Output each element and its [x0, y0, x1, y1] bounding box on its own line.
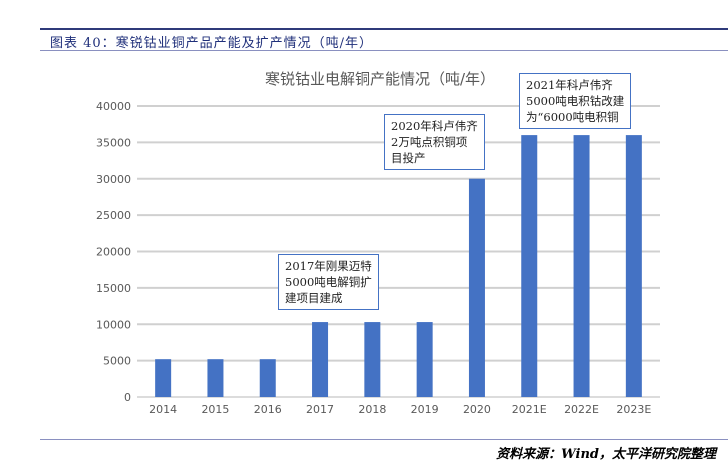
- y-tick-label: 15000: [96, 282, 131, 295]
- bar-2015: [207, 359, 224, 397]
- annotation-2020: 2020年科卢伟齐 2万吨点积铜项 目投产: [384, 114, 485, 170]
- x-tick-label: 2017: [306, 403, 334, 416]
- chart-title: 寒锐钴业电解铜产能情况（吨/年）: [265, 70, 495, 88]
- x-tick-label: 2023E: [616, 403, 651, 416]
- y-tick-label: 35000: [96, 136, 131, 149]
- annotation-line: 建项目建成: [285, 291, 343, 305]
- x-tick-label: 2018: [358, 403, 386, 416]
- y-tick-label: 10000: [96, 318, 131, 331]
- x-tick-label: 2020: [463, 403, 491, 416]
- annotation-2021: 2021年科卢伟齐 5000吨电积钴改建 为“6000吨电积铜: [519, 73, 632, 129]
- annotation-line: 5000吨电积钴改建: [526, 94, 625, 108]
- bar-2019: [416, 322, 433, 397]
- annotation-2017: 2017年刚果迈特 5000吨电解铜扩 建项目建成: [278, 254, 379, 310]
- annotation-line: 2万吨点积铜项: [391, 135, 468, 149]
- y-tick-label: 20000: [96, 246, 131, 259]
- annotation-line: 2020年科卢伟齐: [391, 119, 478, 133]
- annotation-line: 2017年刚果迈特: [285, 259, 372, 273]
- x-tick-label: 2022E: [564, 403, 599, 416]
- y-tick-label: 0: [124, 391, 131, 404]
- figure-title: 图表 40：寒锐钴业铜产品产能及扩产情况（吨/年）: [50, 36, 374, 51]
- annotation-line: 5000吨电解铜扩: [285, 275, 372, 289]
- bar-2018: [364, 322, 381, 397]
- bar-2017: [312, 322, 329, 397]
- bar-2023E: [625, 135, 642, 397]
- x-tick-label: 2019: [411, 403, 439, 416]
- x-tick-label: 2021E: [512, 403, 547, 416]
- header-underline: [40, 50, 728, 51]
- y-tick-label: 30000: [96, 173, 131, 186]
- source-note: 资料来源：Wind，太平洋研究院整理: [496, 447, 716, 462]
- bar-2020: [468, 178, 485, 397]
- x-tick-label: 2015: [201, 403, 229, 416]
- x-tick-label: 2016: [254, 403, 282, 416]
- header-rule: [40, 28, 728, 30]
- bar-2022E: [573, 135, 590, 397]
- annotation-line: 目投产: [391, 151, 426, 165]
- y-tick-label: 5000: [103, 355, 131, 368]
- footer-rule: [40, 439, 728, 440]
- bar-2014: [155, 359, 172, 397]
- y-tick-label: 25000: [96, 209, 131, 222]
- bar-2021E: [521, 135, 538, 397]
- x-tick-label: 2014: [149, 403, 177, 416]
- bar-2016: [259, 359, 276, 397]
- annotation-line: 为“6000吨电积铜: [526, 110, 619, 124]
- y-tick-label: 40000: [96, 100, 131, 113]
- annotation-line: 2021年科卢伟齐: [526, 78, 613, 92]
